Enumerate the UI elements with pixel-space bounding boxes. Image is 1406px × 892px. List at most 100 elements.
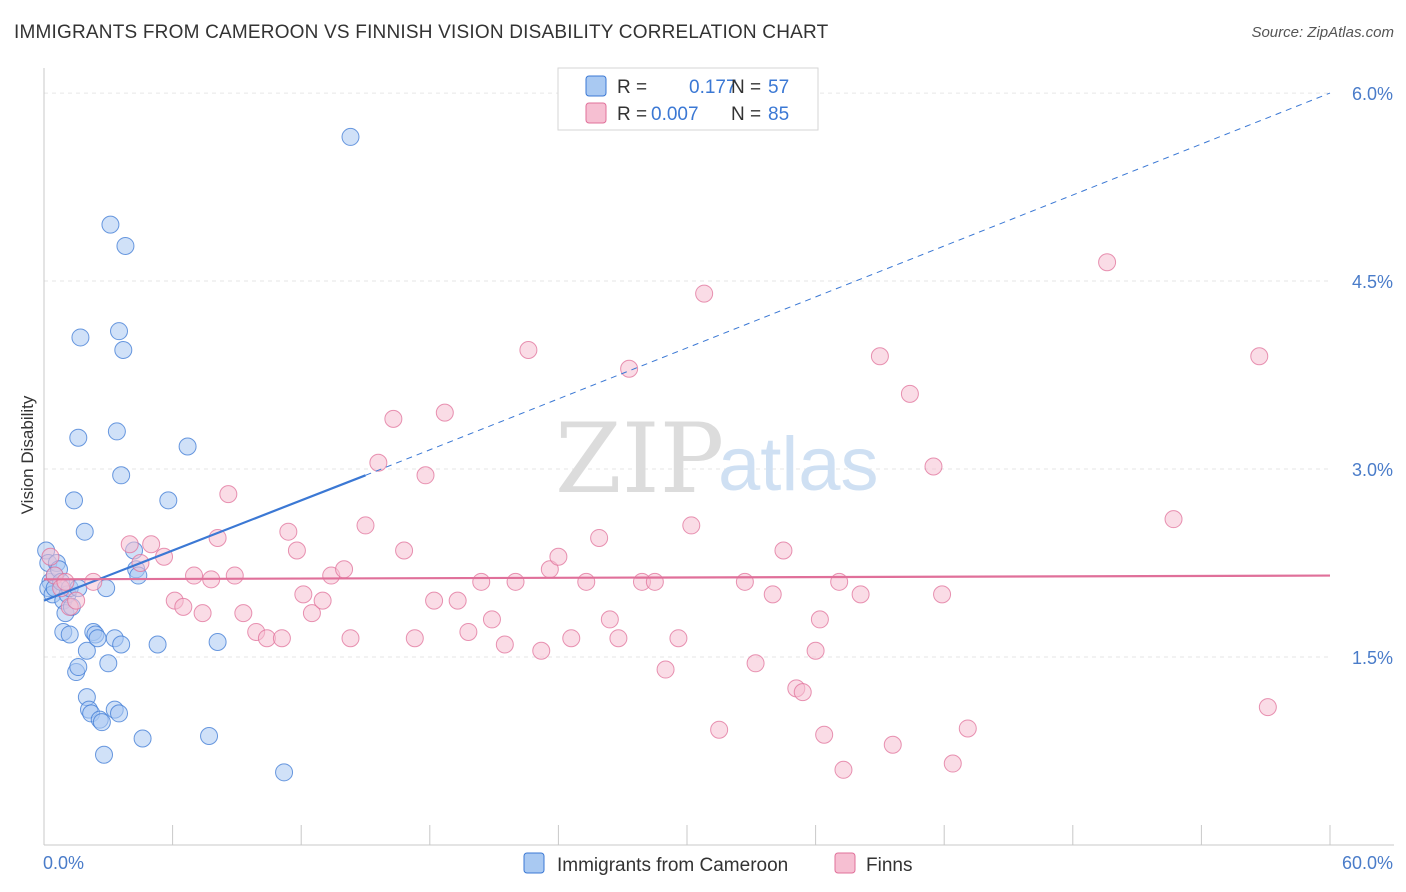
point-finns	[225, 566, 244, 585]
point-finns	[435, 403, 454, 422]
point-finns	[900, 384, 919, 403]
point-finns	[234, 604, 253, 623]
y-tick-label: 4.5%	[1352, 272, 1393, 292]
stats-legend-swatch-blue	[585, 75, 607, 97]
point-cameroon	[65, 491, 84, 510]
chart-title: IMMIGRANTS FROM CAMEROON VS FINNISH VISI…	[14, 22, 829, 43]
point-cameroon	[178, 437, 197, 456]
point-finns	[1250, 347, 1269, 366]
point-finns	[341, 629, 360, 648]
point-cameroon	[95, 745, 114, 764]
point-finns	[1164, 510, 1183, 529]
point-finns	[448, 591, 467, 610]
point-cameroon	[71, 328, 90, 347]
x-tick-label-min: 0.0%	[43, 853, 84, 873]
point-cameroon	[112, 466, 131, 485]
watermark-atlas: atlas	[718, 422, 879, 507]
point-finns	[287, 541, 306, 560]
point-cameroon	[101, 215, 120, 234]
point-finns	[395, 541, 414, 560]
point-cameroon	[133, 729, 152, 748]
series-legend: Immigrants from Cameroon Finns	[523, 852, 912, 876]
stats-r-value-blue: 0.177	[689, 77, 737, 98]
stats-r-label-blue: R =	[617, 77, 647, 98]
y-tick-labels: 1.5% 3.0% 4.5% 6.0%	[1352, 84, 1393, 668]
point-finns	[851, 585, 870, 604]
point-finns	[669, 629, 688, 648]
point-finns	[1258, 698, 1277, 717]
point-finns	[645, 572, 664, 591]
stats-n-value-blue: 57	[768, 77, 789, 98]
point-finns	[924, 457, 943, 476]
point-cameroon	[92, 713, 111, 732]
point-finns	[279, 522, 298, 541]
y-tick-label: 1.5%	[1352, 648, 1393, 668]
point-cameroon	[148, 635, 167, 654]
trend-line-finns	[43, 574, 1331, 581]
point-cameroon	[60, 625, 79, 644]
y-axis-label: Vision Disability	[18, 395, 37, 514]
point-cameroon	[114, 340, 133, 359]
x-tick-label-max: 60.0%	[1342, 853, 1393, 873]
trend-line-cameroon-extension	[365, 92, 1331, 476]
point-cameroon	[69, 658, 88, 677]
point-finns	[482, 610, 501, 629]
point-finns	[562, 629, 581, 648]
point-finns	[943, 754, 962, 773]
trend-lines	[43, 92, 1331, 602]
point-cameroon	[88, 629, 107, 648]
point-cameroon	[159, 491, 178, 510]
stats-n-label-blue: N =	[731, 77, 761, 98]
point-cameroon	[77, 641, 96, 660]
series-legend-swatch-cameroon	[523, 852, 545, 874]
point-finns	[577, 572, 596, 591]
point-cameroon	[200, 726, 219, 745]
point-cameroon	[341, 127, 360, 146]
stats-legend: R = 0.177 N = 57 R = 0.007 N = 85	[557, 67, 819, 131]
point-finns	[735, 572, 754, 591]
point-finns	[710, 720, 729, 739]
y-tick-label: 3.0%	[1352, 460, 1393, 480]
point-finns	[425, 591, 444, 610]
point-finns	[600, 610, 619, 629]
point-finns	[120, 535, 139, 554]
point-cameroon	[69, 428, 88, 447]
point-finns	[590, 528, 609, 547]
series-legend-swatch-finns	[834, 852, 856, 874]
point-finns	[405, 629, 424, 648]
point-cameroon	[110, 704, 129, 723]
point-finns	[219, 485, 238, 504]
point-finns	[549, 547, 568, 566]
point-cameroon	[99, 654, 118, 673]
point-cameroon	[116, 236, 135, 255]
point-finns	[870, 347, 889, 366]
point-finns	[656, 660, 675, 679]
y-tick-label: 6.0%	[1352, 84, 1393, 104]
point-finns	[67, 591, 86, 610]
point-finns	[495, 635, 514, 654]
stats-legend-swatch-pink	[585, 102, 607, 124]
point-finns	[356, 516, 375, 535]
point-finns	[506, 572, 525, 591]
point-finns	[472, 572, 491, 591]
stats-n-value-pink: 85	[768, 104, 789, 125]
point-finns	[834, 760, 853, 779]
point-finns	[883, 735, 902, 754]
data-points	[37, 127, 1277, 782]
point-finns	[519, 340, 538, 359]
point-finns	[830, 572, 849, 591]
point-finns	[193, 604, 212, 623]
point-finns	[532, 641, 551, 660]
point-finns	[335, 560, 354, 579]
stats-r-label-pink: R =	[617, 104, 647, 125]
point-finns	[958, 719, 977, 738]
point-finns	[682, 516, 701, 535]
series-legend-label-finns: Finns	[866, 855, 912, 876]
point-finns	[1098, 253, 1117, 272]
point-cameroon	[75, 522, 94, 541]
point-finns	[272, 629, 291, 648]
point-cameroon	[107, 422, 126, 441]
stats-r-value-pink: 0.007	[651, 104, 699, 125]
point-finns	[257, 629, 276, 648]
